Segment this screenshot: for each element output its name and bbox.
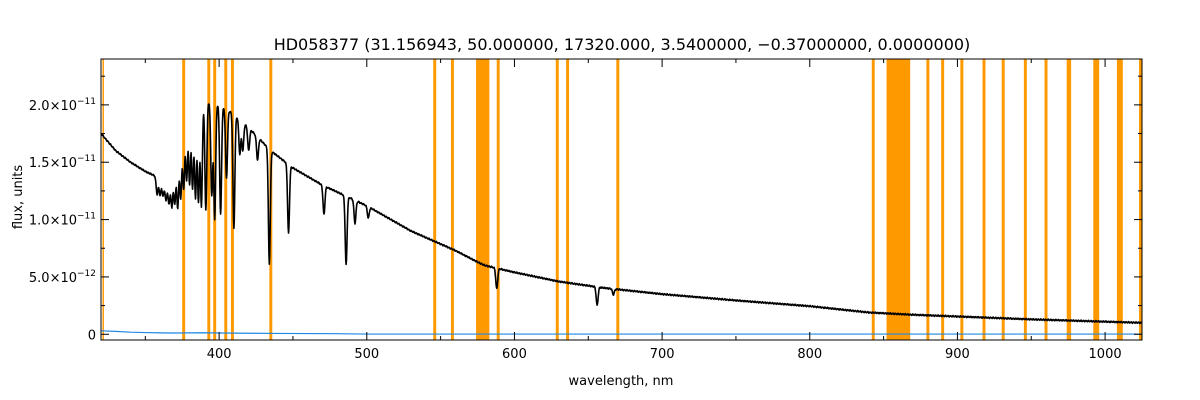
masked-band-23 (1066, 59, 1072, 340)
masked-band-25 (1116, 59, 1123, 340)
x-tick-label-6: 1000 (1089, 347, 1122, 362)
masked-band-10 (496, 59, 500, 340)
y-tick-label-2: 1.0×10−11 (29, 212, 96, 229)
y-tick-label-3: 1.5×10−11 (29, 154, 96, 171)
masked-band-21 (1023, 59, 1027, 340)
masked-band-20 (1001, 59, 1005, 340)
masked-band-8 (450, 59, 454, 340)
series-group (100, 103, 1143, 335)
series-line-error (100, 330, 1142, 335)
masked-band-11 (555, 59, 559, 340)
masked-band-15 (886, 59, 911, 340)
plot-frame (100, 58, 1143, 341)
masked-bands-group (102, 59, 1142, 340)
x-axis: 400 500 600 700 800 900 1000 (144, 59, 1122, 362)
masked-band-17 (941, 59, 945, 340)
masked-band-12 (566, 59, 570, 340)
masked-band-13 (616, 59, 620, 340)
masked-band-2 (207, 59, 211, 340)
y-axis: 0 5.0×10−12 1.0×10−11 1.5×10−11 2.0×10−11 (29, 75, 1142, 343)
y-tick-label-0: 0 (88, 328, 96, 343)
masked-band-22 (1044, 59, 1048, 340)
y-axis-label: flux, units (11, 165, 26, 230)
chart-title: HD058377 (31.156943, 50.000000, 17320.00… (274, 35, 971, 54)
masked-band-1 (182, 59, 186, 340)
x-tick-label-4: 800 (797, 347, 822, 362)
masked-band-24 (1093, 59, 1100, 340)
masked-band-26 (1139, 59, 1142, 340)
series-line-flux (100, 103, 1143, 325)
x-tick-label-0: 400 (207, 347, 232, 362)
y-tick-label-1: 5.0×10−12 (29, 269, 96, 286)
y-tick-label-4: 2.0×10−11 (29, 97, 96, 114)
masked-band-0 (102, 59, 104, 340)
masked-band-18 (960, 59, 964, 340)
masked-band-16 (926, 59, 930, 340)
x-tick-label-3: 700 (650, 347, 675, 362)
x-axis-label: wavelength, nm (569, 374, 674, 389)
masked-band-7 (433, 59, 437, 340)
masked-band-4 (224, 59, 228, 340)
x-tick-label-1: 500 (354, 347, 379, 362)
masked-band-9 (476, 59, 490, 340)
masked-band-14 (871, 59, 875, 340)
x-tick-label-5: 900 (945, 347, 970, 362)
x-tick-label-2: 600 (502, 347, 527, 362)
masked-band-19 (982, 59, 986, 340)
